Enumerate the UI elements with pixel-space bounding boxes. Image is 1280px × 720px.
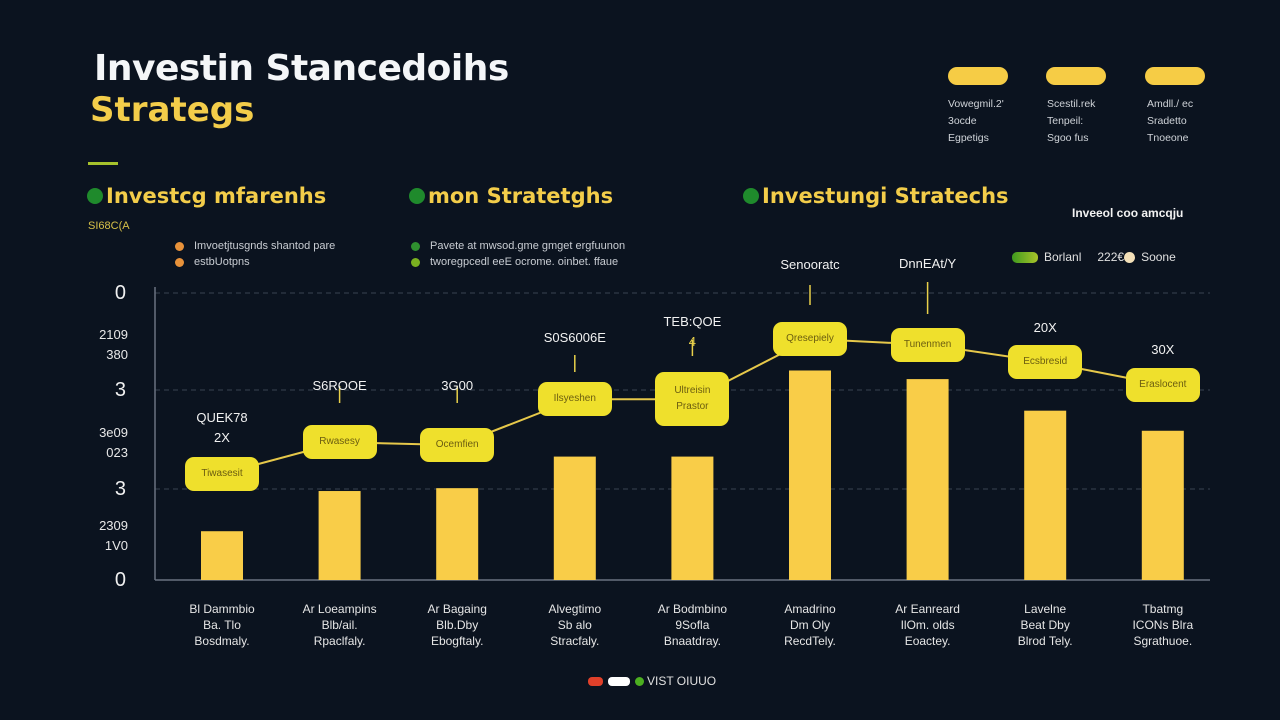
- x-tick-label: Tbatmg ICONs Blra Sgrathuoe.: [1132, 602, 1194, 648]
- title-line-2: Strategs: [90, 90, 255, 130]
- header-pill-text-3: Amdll./ ec Sradetto Tnoeone: [1147, 98, 1194, 144]
- title-underline: [88, 162, 118, 165]
- annotation-label: Senooratc: [780, 257, 840, 272]
- legend-bottom: VIST OIUUO: [588, 674, 716, 688]
- x-tick-label: Ar Bagaing Blb.Dby Ebogftaly.: [427, 602, 487, 648]
- annotation-label: 20X: [1033, 320, 1057, 335]
- x-tick-label: Lavelne Beat Dby Blrod Tely.: [1017, 602, 1073, 648]
- green-dot-icon: [409, 188, 425, 204]
- header-pill-text-2: Scestil.rek Tenpeil: Sgoo fus: [1047, 98, 1096, 144]
- legend-swatch-icon: [588, 676, 603, 686]
- legend-dot-icon: [1124, 251, 1136, 263]
- x-tick-label: Ar Eanreard IlOm. olds Eoactey.: [895, 602, 960, 648]
- line-point-label: Rwasesy: [302, 425, 377, 460]
- x-tick-label: Amadrino Dm Oly RecdTely.: [784, 602, 836, 648]
- bar: [1024, 410, 1067, 580]
- annotation-label: DnnEAt/Y: [899, 256, 957, 271]
- annotation-label: S0S6006E: [543, 330, 606, 345]
- legend-top: Borlanl 222€ Soone: [1012, 250, 1176, 264]
- bullet-dot-icon: [175, 257, 184, 267]
- y-tick-label: 3: [114, 478, 126, 500]
- bullet-item: Imvoetjtusgnds shantod pare: [175, 238, 335, 254]
- green-dot-icon: [743, 188, 759, 204]
- bar: [318, 491, 361, 580]
- line-point-label: Tunenmen: [890, 327, 965, 362]
- title-line-1: Investin Stancedoihs: [94, 48, 509, 89]
- legend-dot-icon: [635, 676, 644, 686]
- bar: [906, 379, 949, 580]
- header-pill-3: [1145, 67, 1205, 85]
- green-dot-icon: [87, 188, 103, 204]
- annotation-label: QUEK78 2X: [196, 410, 248, 445]
- x-tick-label: Ar Bodmbino 9Sofla Bnaatdray.: [657, 602, 728, 648]
- y-tick-label: 0: [114, 569, 126, 591]
- section-subtitle: SI68C(A: [88, 220, 130, 232]
- line-point-label: Ultreisin Prastor: [655, 372, 730, 427]
- bullet-dot-icon: [411, 241, 420, 251]
- line-point-label: Ilsyeshen: [537, 382, 612, 417]
- bullet-item: estbUotpns: [175, 254, 335, 270]
- line-point-label: Ecsbresid: [1008, 344, 1083, 379]
- header-pill-2: [1046, 67, 1106, 85]
- bar: [671, 456, 714, 580]
- section-heading-1: Investcg mfarenhs: [87, 184, 326, 208]
- header-pill-1: [948, 67, 1008, 85]
- bullet-dot-icon: [175, 241, 184, 251]
- line-point-label: Ocemfien: [420, 428, 495, 463]
- y-tick-label: 3e09 023: [99, 425, 128, 460]
- bar: [1141, 430, 1184, 580]
- legend-swatch-icon: [608, 676, 630, 686]
- section-heading-3: Investungi Stratechs: [743, 184, 1009, 208]
- y-tick-label: 0: [114, 282, 126, 304]
- bullet-item: tworegpcedl eeE ocrome. oinbet. ffaue: [411, 254, 625, 270]
- header-pill-text-1: Vowegmil.2' 3ocde Egpetigs: [948, 98, 1004, 144]
- x-tick-label: Ar Loeampins Blb/ail. Rpaclfaly.: [302, 602, 377, 648]
- bar: [436, 488, 479, 580]
- annotation-label: 30X: [1151, 342, 1175, 357]
- bar: [201, 531, 243, 580]
- line-point-label: Eraslocent: [1125, 367, 1200, 402]
- section-heading-2: mon Stratetghs: [409, 184, 613, 208]
- annotation-label: S6ROOE: [312, 378, 367, 393]
- legend-label: Borlanl: [1044, 250, 1082, 264]
- annotation-label: 3G00: [441, 378, 474, 393]
- bullet-dot-icon: [411, 257, 420, 267]
- line-point-label: Tiwasesit: [185, 456, 259, 491]
- bullet-list-2: Pavete at mwsod.gme gmget ergfuunon twor…: [411, 238, 625, 270]
- x-tick-label: Bl Dammbio Ba. Tlo Bosdmaly.: [189, 602, 255, 648]
- y-tick-label: 3: [114, 379, 126, 401]
- bar: [789, 370, 831, 580]
- y-tick-label: 2109 380: [99, 327, 128, 362]
- legend-label: Soone: [1141, 250, 1176, 264]
- x-tick-label: Alvegtimo Sb alo Stracfaly.: [548, 602, 602, 648]
- y-tick-label: 2309 1V0: [99, 518, 128, 553]
- legend-title: Inveeol coo amcqju: [1072, 206, 1184, 220]
- bullet-list-1: Imvoetjtusgnds shantod pare estbUotpns: [175, 238, 335, 270]
- annotation-label: TEB:QOE 4: [663, 314, 722, 349]
- legend-label: VIST OIUUO: [647, 674, 717, 688]
- legend-swatch-icon: [1012, 251, 1038, 263]
- bar: [553, 456, 596, 580]
- bullet-item: Pavete at mwsod.gme gmget ergfuunon: [411, 238, 625, 254]
- line-point-label: Qresepiely: [773, 321, 847, 356]
- legend-label: 222€: [1097, 250, 1125, 264]
